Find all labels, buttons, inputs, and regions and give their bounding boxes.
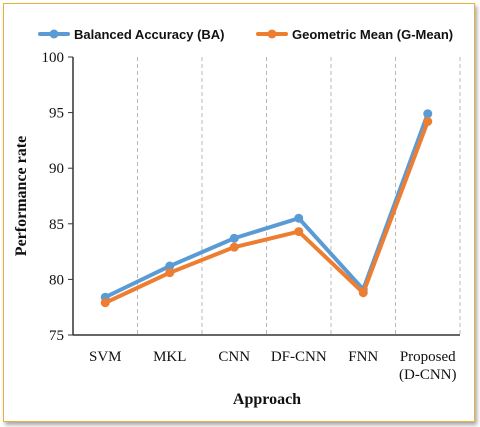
data-point xyxy=(423,109,433,119)
legend-swatch-marker xyxy=(267,29,277,39)
x-tick-label-line: Proposed xyxy=(400,349,456,365)
x-tick-label-line: MKL xyxy=(153,349,186,365)
data-point xyxy=(358,288,368,298)
data-point xyxy=(229,242,239,252)
y-tick-label: 75 xyxy=(49,328,64,344)
data-point xyxy=(165,268,175,278)
legend-label: Geometric Mean (G-Mean) xyxy=(292,27,453,42)
series-group xyxy=(100,109,433,308)
x-axis-title: Approach xyxy=(233,391,301,408)
x-tick-label: FNN xyxy=(348,349,378,365)
data-point xyxy=(294,227,304,237)
axes xyxy=(72,57,460,336)
y-tick-label: 90 xyxy=(49,161,64,177)
y-tick-label: 80 xyxy=(49,272,64,288)
x-tick-label-line: FNN xyxy=(348,349,378,365)
y-tick-label: 85 xyxy=(49,217,64,233)
data-point xyxy=(294,213,304,223)
x-tick-label: CNN xyxy=(218,349,250,365)
y-tick-label: 100 xyxy=(42,50,65,66)
chart-frame xyxy=(3,3,475,422)
x-tick-label-line: (D-CNN) xyxy=(399,367,457,383)
x-tick-label-line: DF-CNN xyxy=(271,349,327,365)
x-tick-label: MKL xyxy=(153,349,186,365)
legend-swatch-marker xyxy=(49,29,59,39)
data-point xyxy=(423,116,433,126)
data-point xyxy=(165,261,175,271)
x-tick-label-line: CNN xyxy=(218,349,250,365)
data-point xyxy=(100,298,110,308)
x-tick-labels: SVM MKL CNN DF-CNN FNN Proposed (D-CNN) xyxy=(89,349,457,383)
x-tick-label: SVM xyxy=(89,349,122,365)
legend-label: Balanced Accuracy (BA) xyxy=(74,27,225,42)
x-tick-label: DF-CNN xyxy=(271,349,327,365)
y-tick-label: 95 xyxy=(49,106,64,122)
legend: Balanced Accuracy (BA) Geometric Mean (G-… xyxy=(38,27,453,42)
series-line-2 xyxy=(103,119,430,305)
x-tick-label: Proposed (D-CNN) xyxy=(399,349,457,383)
y-tick-labels: 75 80 85 90 95 100 xyxy=(42,50,73,344)
y-axis-title: Performance rate xyxy=(13,136,30,256)
data-point xyxy=(229,233,239,243)
gridlines xyxy=(137,57,461,335)
x-tick-label-line: SVM xyxy=(89,349,122,365)
